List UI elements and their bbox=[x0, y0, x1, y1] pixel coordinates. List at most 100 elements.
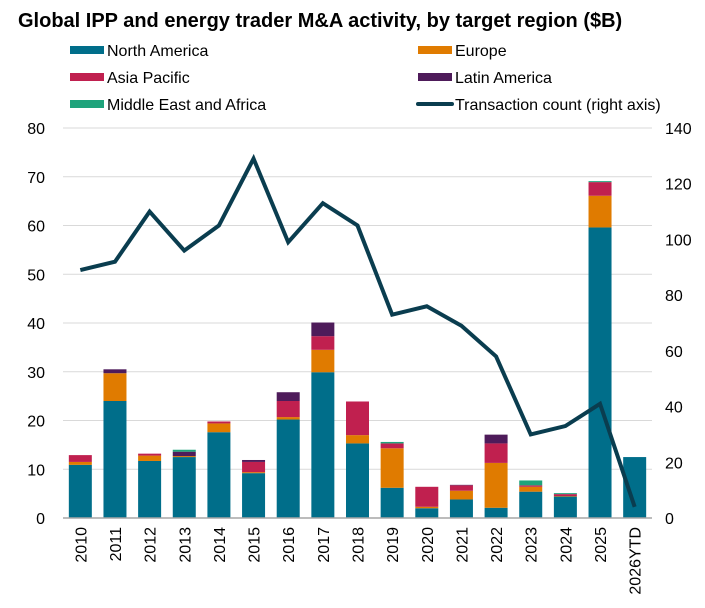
bar-segment-latin-america bbox=[484, 434, 508, 444]
bar-segment-europe bbox=[519, 486, 543, 492]
x-tick-label: 2022 bbox=[489, 527, 506, 563]
y-tick-right: 80 bbox=[665, 288, 683, 305]
bar-segment-middle-east-and-africa bbox=[588, 181, 612, 183]
bar-stack-2015 bbox=[242, 459, 266, 518]
legend-swatch bbox=[70, 100, 104, 108]
bar-segment-europe bbox=[380, 448, 404, 488]
bar-segment-asia-pacific bbox=[346, 401, 369, 436]
bar-segment-asia-pacific bbox=[276, 401, 300, 418]
bar-segment-north-america bbox=[276, 419, 300, 518]
bar-stack-2020 bbox=[415, 486, 439, 518]
bar-segment-middle-east-and-africa bbox=[172, 449, 196, 452]
bar-segment-north-america bbox=[103, 401, 127, 518]
bar-segment-europe bbox=[103, 373, 127, 401]
bar-segment-europe bbox=[207, 423, 231, 433]
bar-segment-europe bbox=[553, 496, 577, 497]
bar-segment-europe bbox=[346, 435, 369, 444]
y-tick-left: 0 bbox=[36, 511, 45, 528]
legend-swatch bbox=[418, 46, 452, 54]
x-tick-label: 2020 bbox=[420, 527, 437, 563]
legend-item-north-america: North America bbox=[70, 43, 208, 60]
axes: 0 10 20 30 40 50 60 70 80 0 20 40 60 80 100 120 140 2010 2… bbox=[27, 121, 692, 595]
bar-stack-2011 bbox=[103, 369, 127, 518]
bar-segment-asia-pacific bbox=[138, 453, 162, 456]
x-tick-label: 2021 bbox=[454, 527, 471, 563]
x-tick-label: 2014 bbox=[212, 527, 229, 563]
legend-swatch bbox=[70, 46, 104, 54]
legend-item-transaction-count-right-axis: Transaction count (right axis) bbox=[416, 97, 661, 114]
bar-segment-north-america bbox=[415, 508, 439, 518]
bar-segment-asia-pacific bbox=[588, 182, 612, 196]
bar-segment-north-america bbox=[519, 491, 543, 518]
bar-stack-2019 bbox=[380, 441, 404, 518]
bar-segment-europe bbox=[276, 417, 300, 420]
x-tick-label: 2012 bbox=[143, 527, 160, 563]
y-tick-right: 40 bbox=[665, 400, 683, 417]
x-tick-label: 2019 bbox=[385, 527, 402, 563]
chart-title: Global IPP and energy trader M&A activit… bbox=[18, 10, 622, 32]
legend-item-asia-pacific: Asia Pacific bbox=[70, 70, 190, 87]
bar-segment-asia-pacific bbox=[311, 336, 335, 350]
bar-segment-north-america bbox=[484, 507, 508, 518]
x-tick-label: 2017 bbox=[316, 527, 333, 563]
bar-segment-asia-pacific bbox=[207, 421, 231, 424]
x-tick-label: 2026YTD bbox=[628, 527, 645, 595]
bar-segment-asia-pacific bbox=[519, 485, 543, 487]
x-tick-label: 2015 bbox=[247, 527, 264, 563]
y-tick-right: 60 bbox=[665, 344, 683, 361]
bar-stack-2010 bbox=[68, 455, 92, 518]
y-tick-right: 100 bbox=[665, 232, 692, 249]
bar-segment-middle-east-and-africa bbox=[380, 441, 404, 444]
bar-segment-north-america bbox=[138, 460, 162, 518]
bar-segment-asia-pacific bbox=[484, 443, 508, 463]
bar-segment-europe bbox=[415, 506, 439, 509]
legend: North America Europe Asia Pacific Latin Ame… bbox=[70, 43, 661, 114]
bar-segment-north-america bbox=[346, 443, 369, 518]
bar-segment-europe bbox=[311, 349, 335, 373]
bar-segment-middle-east-and-africa bbox=[519, 480, 543, 486]
bar-segment-asia-pacific bbox=[242, 461, 266, 473]
y-tick-left: 70 bbox=[27, 170, 45, 187]
legend-swatch bbox=[418, 73, 452, 81]
legend-label: Middle East and Africa bbox=[107, 97, 266, 114]
bar-segment-asia-pacific bbox=[415, 486, 439, 507]
x-tick-label: 2024 bbox=[558, 527, 575, 563]
bar-segment-north-america bbox=[172, 457, 196, 518]
bar-segment-asia-pacific bbox=[553, 494, 577, 497]
bar-segment-north-america bbox=[311, 372, 335, 518]
legend-swatch bbox=[70, 73, 104, 81]
bar-segment-north-america bbox=[449, 499, 473, 518]
y-tick-right: 0 bbox=[665, 511, 674, 528]
transaction-count-line-layer bbox=[79, 153, 637, 508]
x-tick-label: 2016 bbox=[281, 527, 298, 563]
bar-segment-north-america bbox=[380, 487, 404, 518]
x-tick-label: 2010 bbox=[73, 527, 90, 563]
y-tick-left: 30 bbox=[27, 365, 45, 382]
bar-segment-asia-pacific bbox=[449, 485, 473, 491]
x-tick-label: 2018 bbox=[351, 527, 368, 563]
bar-segment-europe bbox=[484, 462, 508, 508]
legend-item-latin-america: Latin America bbox=[418, 70, 552, 87]
bar-segment-north-america bbox=[623, 457, 647, 518]
bar-segment-asia-pacific bbox=[68, 455, 92, 462]
bar-stack-2016 bbox=[276, 392, 300, 518]
x-tick-label: 2011 bbox=[108, 527, 125, 562]
y-tick-right: 20 bbox=[665, 455, 683, 472]
y-tick-left: 80 bbox=[27, 121, 45, 138]
bar-stack-2026ytd bbox=[623, 457, 647, 518]
bar-stack-2013 bbox=[172, 449, 196, 518]
y-tick-right: 120 bbox=[665, 177, 692, 194]
x-tick-label: 2023 bbox=[524, 527, 541, 563]
bar-segment-latin-america bbox=[276, 392, 300, 401]
bar-segment-europe bbox=[449, 490, 473, 500]
bar-segment-north-america bbox=[553, 496, 577, 518]
bar-segment-europe bbox=[242, 472, 266, 474]
bar-segment-north-america bbox=[207, 432, 231, 518]
legend-label: Europe bbox=[455, 43, 507, 60]
bar-stack-2017 bbox=[311, 322, 335, 518]
bar-segment-europe bbox=[138, 455, 162, 461]
bar-stack-2025 bbox=[588, 181, 612, 518]
bars bbox=[68, 181, 647, 518]
bar-segment-latin-america bbox=[449, 484, 473, 486]
